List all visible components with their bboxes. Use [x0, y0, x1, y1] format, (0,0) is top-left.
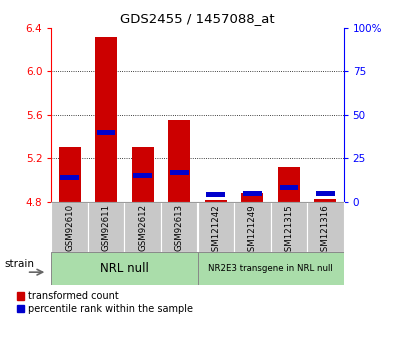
Text: GSM121316: GSM121316: [321, 204, 330, 257]
Bar: [314, 199, 336, 202]
Bar: [207, 193, 225, 197]
Bar: [51, 202, 88, 252]
Bar: [198, 252, 344, 285]
Legend: transformed count, percentile rank within the sample: transformed count, percentile rank withi…: [17, 291, 194, 314]
Bar: [168, 120, 190, 202]
Bar: [161, 202, 198, 252]
Bar: [51, 252, 198, 285]
Bar: [280, 185, 298, 190]
Bar: [134, 173, 152, 178]
Bar: [243, 191, 261, 196]
Bar: [97, 130, 115, 135]
Text: GSM92613: GSM92613: [175, 204, 184, 252]
Title: GDS2455 / 1457088_at: GDS2455 / 1457088_at: [120, 12, 275, 25]
Text: GSM121249: GSM121249: [248, 204, 257, 257]
Bar: [241, 193, 263, 202]
Bar: [60, 175, 79, 180]
Text: GSM92610: GSM92610: [65, 204, 74, 252]
Text: NRL null: NRL null: [100, 262, 149, 275]
Bar: [234, 202, 271, 252]
Bar: [307, 202, 344, 252]
Bar: [205, 200, 227, 202]
Bar: [59, 147, 81, 202]
Text: strain: strain: [4, 259, 34, 269]
Text: GSM92612: GSM92612: [138, 204, 147, 252]
Bar: [124, 202, 161, 252]
Bar: [95, 37, 117, 202]
Text: NR2E3 transgene in NRL null: NR2E3 transgene in NRL null: [208, 264, 333, 273]
Text: GSM92611: GSM92611: [102, 204, 111, 252]
Bar: [278, 167, 300, 202]
Bar: [170, 170, 188, 175]
Bar: [198, 202, 234, 252]
Bar: [271, 202, 307, 252]
Text: GSM121242: GSM121242: [211, 204, 220, 257]
Bar: [88, 202, 124, 252]
Bar: [132, 147, 154, 202]
Text: GSM121315: GSM121315: [284, 204, 293, 257]
Bar: [316, 191, 335, 196]
